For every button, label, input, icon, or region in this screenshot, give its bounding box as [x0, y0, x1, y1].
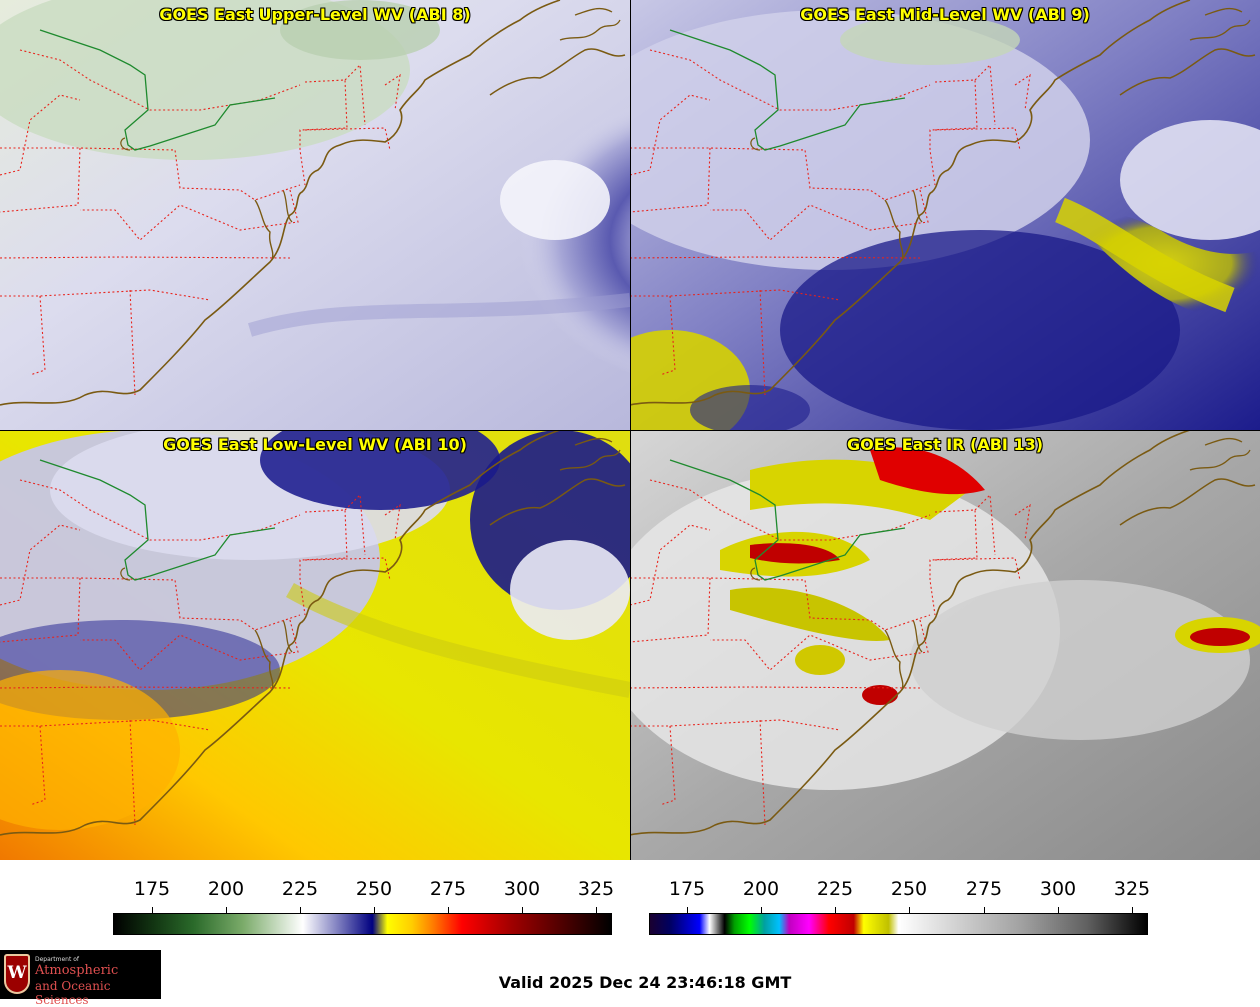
ir-tick-mark [909, 907, 910, 913]
logo-text-line1: Atmospheric [35, 963, 119, 978]
wv-tick-mark [522, 907, 523, 913]
ir-tick-mark [687, 907, 688, 913]
panel-upper-level-wv: GOES East Upper-Level WV (ABI 8) [0, 0, 630, 430]
ir-tick-label: 325 [1113, 878, 1151, 900]
wv-tick-label: 275 [429, 878, 467, 900]
valid-time: Valid 2025 Dec 24 23:46:18 GMT [498, 973, 792, 992]
ir-tick-label: 275 [965, 878, 1003, 900]
ir-tick-mark [984, 907, 985, 913]
panel-low-level-wv: GOES East Low-Level WV (ABI 10) [0, 430, 630, 860]
ir-tick-label: 225 [816, 878, 854, 900]
wv-colorbar-gradient [113, 913, 612, 935]
wv-colorbar: 175 200 225 250 275 300 325 [113, 878, 614, 940]
uw-crest-icon: W [4, 954, 30, 994]
ir-tick-label: 250 [890, 878, 928, 900]
wv-tick-label: 325 [577, 878, 615, 900]
ir-image [630, 430, 1260, 860]
wv-tick-label: 300 [503, 878, 541, 900]
ir-tick-label: 300 [1039, 878, 1077, 900]
wv-tick-label: 175 [133, 878, 171, 900]
panel-divider-horizontal [0, 430, 1260, 431]
ir-tick-mark [1132, 907, 1133, 913]
logo-department-text: Department of [35, 956, 79, 963]
wv-tick-mark [448, 907, 449, 913]
wv-tick-mark [596, 907, 597, 913]
ir-colorbar-gradient [649, 913, 1148, 935]
ir-tick-mark [835, 907, 836, 913]
wv-tick-label: 200 [207, 878, 245, 900]
mid-level-wv-image [630, 0, 1260, 430]
wv-tick-label: 225 [281, 878, 319, 900]
upper-level-wv-image [0, 0, 630, 430]
wv-tick-mark [152, 907, 153, 913]
panel-ir: GOES East IR (ABI 13) [630, 430, 1260, 860]
wv-tick-mark [374, 907, 375, 913]
wv-tick-mark [300, 907, 301, 913]
logo-text-line2: and Oceanic Sciences [35, 979, 111, 1007]
aos-logo: W Department of Atmospheric and Oceanic … [0, 950, 161, 1007]
ir-tick-mark [761, 907, 762, 913]
panel-mid-level-wv: GOES East Mid-Level WV (ABI 9) [630, 0, 1260, 430]
ir-colorbar: 175 200 225 250 275 300 325 [649, 878, 1150, 940]
low-level-wv-image [0, 430, 630, 860]
wv-tick-mark [226, 907, 227, 913]
ir-tick-mark [1058, 907, 1059, 913]
ir-tick-label: 175 [668, 878, 706, 900]
ir-tick-label: 200 [742, 878, 780, 900]
wv-tick-label: 250 [355, 878, 393, 900]
